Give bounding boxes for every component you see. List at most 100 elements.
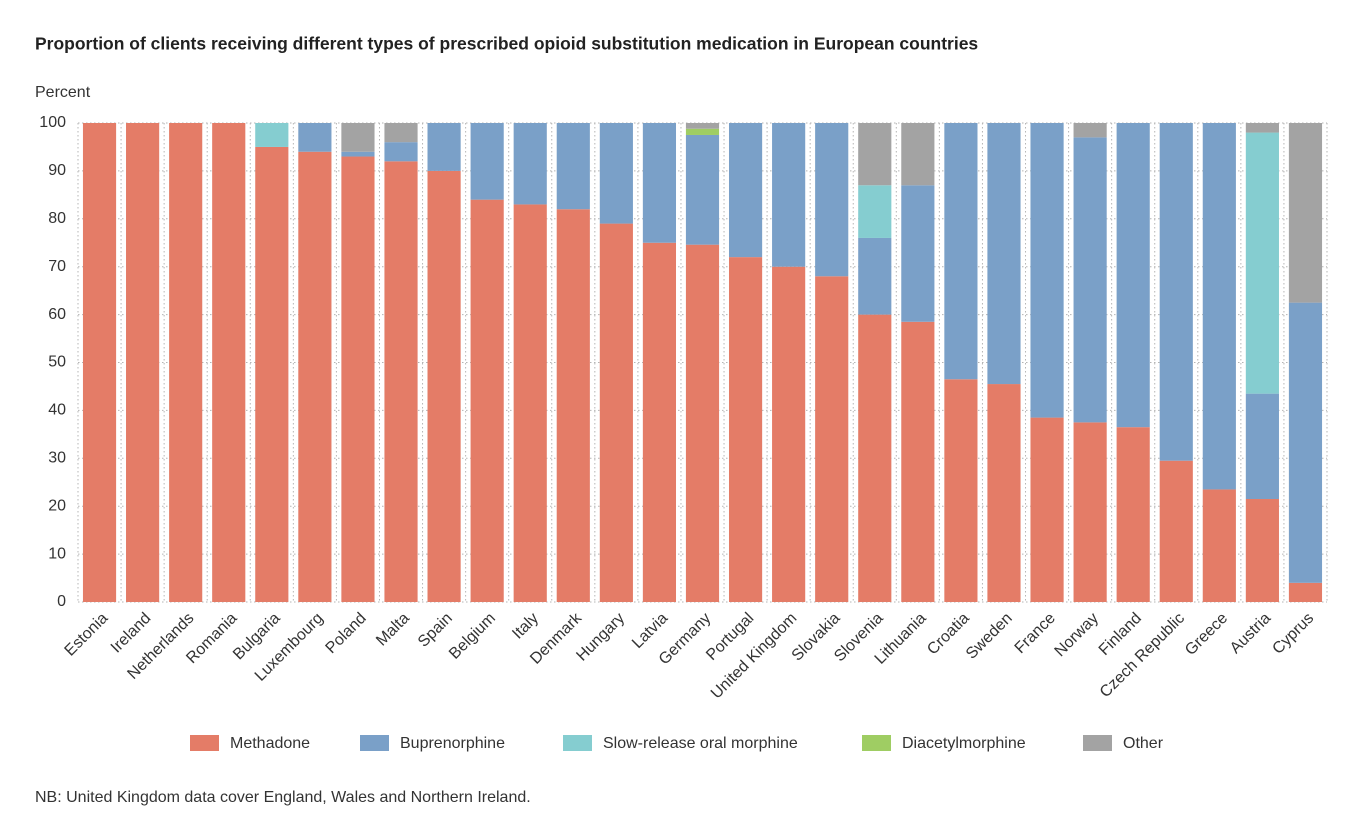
bar-segment: [513, 204, 547, 602]
bar-segment: [556, 209, 590, 602]
bar-segment: [944, 123, 978, 380]
bar-segment: [212, 123, 246, 602]
y-tick-label: 50: [48, 354, 66, 371]
legend-swatch: [360, 735, 389, 751]
y-axis-label: Percent: [35, 84, 91, 101]
y-tick-label: 60: [48, 306, 66, 323]
y-tick-label: 0: [57, 593, 66, 610]
bar-segment: [858, 237, 892, 315]
bar-segment: [685, 134, 720, 245]
bar-segment: [470, 199, 504, 602]
bar-segment: [685, 244, 720, 602]
y-tick-label: 30: [48, 450, 66, 467]
x-tick-label: Norway: [1052, 610, 1102, 660]
y-tick-label: 40: [48, 402, 66, 419]
bar-segment: [1073, 422, 1107, 602]
bar-segment: [1288, 123, 1323, 303]
x-tick-label: France: [1012, 610, 1059, 657]
bar-segment: [987, 384, 1021, 602]
legend-label: Diacetylmorphine: [902, 735, 1026, 752]
bar-segment: [1288, 582, 1323, 602]
bar-segment: [255, 146, 289, 602]
x-tick-label: Latvia: [629, 610, 671, 652]
chart-title: Proportion of clients receiving differen…: [35, 34, 978, 54]
bar-segment: [384, 142, 418, 162]
bar-segment: [384, 161, 418, 602]
x-tick-label: Poland: [323, 610, 370, 657]
bar-segment: [1245, 393, 1279, 500]
legend-swatch: [862, 735, 891, 751]
bar-segment: [556, 123, 590, 210]
bar-segment: [944, 379, 978, 602]
bar-segment: [1159, 460, 1193, 602]
legend-label: Other: [1123, 735, 1164, 752]
bar-segment: [427, 170, 461, 602]
bar-segment: [685, 128, 720, 135]
bar-segment: [901, 185, 935, 322]
legend-label: Methadone: [230, 735, 310, 752]
x-tick-label: Greece: [1182, 610, 1231, 659]
bar-segment: [384, 123, 418, 143]
bar-segment: [772, 123, 806, 267]
y-tick-label: 90: [48, 162, 66, 179]
x-tick-label: Sweden: [963, 610, 1016, 663]
bar-segment: [1245, 132, 1279, 394]
bar-segment: [126, 123, 160, 602]
bar-segment: [858, 185, 892, 238]
x-tick-label: Italy: [509, 610, 542, 643]
bar-segment: [1030, 417, 1064, 602]
bar-segment: [169, 123, 203, 602]
legend-swatch: [190, 735, 219, 751]
bar-segment: [341, 151, 375, 157]
bar-segment: [858, 314, 892, 602]
bar-segment: [728, 257, 763, 602]
bar-segment: [513, 123, 547, 205]
bar-segment: [599, 223, 633, 602]
x-tick-label: Cyprus: [1269, 610, 1317, 658]
bar-segment: [1030, 123, 1064, 418]
bar-segment: [599, 123, 633, 224]
bar-segment: [1288, 302, 1323, 583]
bar-segment: [470, 123, 504, 200]
bar-segment: [728, 123, 763, 258]
bar-segment: [1202, 489, 1236, 602]
y-tick-label: 20: [48, 497, 66, 514]
x-tick-label: Belgium: [446, 610, 499, 663]
legend-label: Buprenorphine: [400, 735, 505, 752]
legend-label: Slow-release oral morphine: [603, 735, 798, 752]
bar-segment: [987, 123, 1021, 385]
bar-segment: [1202, 123, 1236, 490]
bar-segment: [1073, 123, 1107, 138]
legend-swatch: [563, 735, 592, 751]
bar-segment: [1116, 123, 1150, 428]
x-tick-label: Estonia: [62, 610, 112, 660]
x-tick-label: Spain: [415, 610, 456, 651]
x-tick-label: Austria: [1227, 610, 1274, 657]
y-tick-label: 100: [39, 114, 66, 131]
bar-segment: [298, 123, 332, 152]
bar-segment: [815, 276, 849, 602]
y-tick-label: 10: [48, 545, 66, 562]
y-tick-label: 80: [48, 210, 66, 227]
bar-segment: [1073, 137, 1107, 423]
bar-segment: [82, 123, 117, 602]
x-tick-label: Malta: [373, 610, 413, 650]
legend-swatch: [1083, 735, 1112, 751]
note: NB: United Kingdom data cover England, W…: [35, 789, 531, 806]
bar-segment: [255, 123, 289, 147]
bar-segment: [901, 123, 935, 186]
bar-segment: [1159, 123, 1193, 461]
x-tick-label: Hungary: [573, 610, 628, 665]
bar-segment: [427, 123, 461, 171]
bar-segment: [1245, 123, 1279, 133]
bar-segment: [901, 321, 935, 602]
bar-segment: [858, 123, 892, 186]
bar-segment: [642, 242, 677, 602]
bar-segment: [772, 266, 806, 602]
bar-segment: [341, 156, 375, 602]
bar-segment: [298, 151, 332, 603]
bar-segment: [642, 123, 677, 243]
bar-segment: [1245, 499, 1279, 602]
bar-segment: [1116, 427, 1150, 602]
